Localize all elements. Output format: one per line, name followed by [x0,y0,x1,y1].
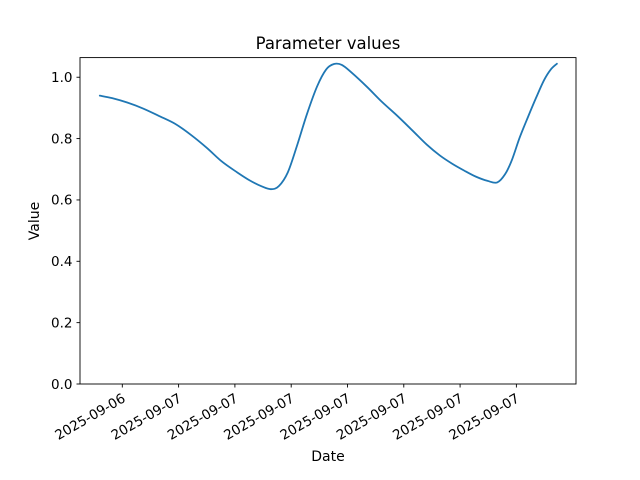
chart-title: Parameter values [256,34,401,53]
y-tick-label: 0.6 [51,193,72,209]
data-line [98,62,558,191]
plot-border [79,57,577,385]
y-tick-label: 0.4 [51,254,72,270]
y-tick-label: 1.0 [51,70,72,86]
y-tick-label: 0.2 [51,315,72,331]
y-axis-label: Value [27,202,43,240]
y-tick-label: 0.0 [51,377,72,393]
x-axis-label: Date [311,449,344,465]
axis-tick-marks [76,76,517,388]
axis-tick-labels: 2025-09-062025-09-072025-09-072025-09-07… [51,70,522,444]
y-tick-label: 0.8 [51,131,72,147]
